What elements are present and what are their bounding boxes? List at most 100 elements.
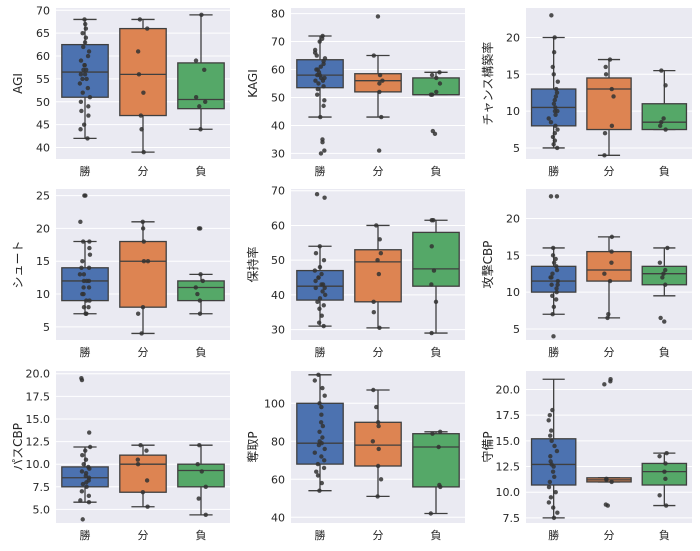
y-axis-label: KAGI — [246, 69, 260, 98]
data-point — [84, 298, 89, 303]
y-tick-label: 20.0 — [496, 383, 521, 396]
data-point — [82, 40, 88, 45]
data-point — [548, 275, 553, 280]
y-tick-label: 17.5 — [26, 390, 51, 403]
data-point — [603, 72, 609, 77]
data-point — [318, 114, 323, 120]
data-point — [375, 494, 380, 499]
data-point — [665, 245, 670, 251]
data-point — [547, 412, 553, 418]
data-point — [317, 439, 322, 444]
y-tick-label: 50 — [271, 254, 285, 267]
data-point — [87, 252, 93, 257]
data-point — [602, 271, 607, 276]
data-point — [375, 463, 381, 469]
data-point — [81, 44, 86, 50]
data-point — [551, 515, 557, 521]
data-point — [86, 493, 92, 499]
y-axis-label: 保持率 — [245, 246, 260, 282]
data-point — [661, 116, 666, 121]
y-tick-label: 10.0 — [26, 458, 51, 471]
y-tick-label: 80 — [271, 435, 285, 448]
data-point — [371, 299, 376, 305]
data-point — [145, 504, 150, 509]
data-point — [84, 311, 89, 316]
y-tick-label: 55 — [36, 73, 50, 86]
x-tick-label: 負 — [659, 165, 670, 178]
data-point — [437, 429, 443, 434]
y-axis-label: 奪取P — [245, 431, 260, 462]
y-tick-label: 20 — [506, 212, 520, 225]
data-point — [319, 404, 324, 410]
y-tick-label: 40 — [271, 119, 285, 132]
data-point — [315, 92, 320, 97]
box-3 — [177, 280, 225, 302]
data-point — [434, 75, 439, 81]
data-point — [657, 493, 662, 498]
data-point — [371, 53, 377, 58]
data-point — [315, 473, 321, 478]
data-point — [555, 278, 561, 284]
data-point — [606, 312, 611, 317]
data-point — [312, 450, 318, 455]
data-point — [317, 401, 322, 406]
data-point — [321, 103, 326, 109]
data-point — [377, 325, 382, 331]
data-point — [79, 469, 85, 474]
data-point — [379, 114, 384, 120]
data-point — [322, 393, 327, 398]
data-point — [135, 461, 141, 467]
data-point — [86, 475, 92, 480]
data-point — [555, 282, 560, 287]
data-point — [79, 489, 85, 494]
data-point — [661, 271, 666, 276]
data-point — [80, 259, 85, 264]
data-point — [659, 119, 664, 125]
data-point — [663, 282, 668, 287]
data-point — [135, 311, 141, 316]
data-point — [322, 98, 327, 103]
data-point — [139, 331, 144, 336]
data-point — [83, 21, 88, 27]
x-tick-label: 勝 — [80, 345, 91, 359]
data-point — [78, 72, 84, 77]
data-point — [321, 303, 326, 308]
y-tick-label: 70 — [271, 36, 285, 49]
data-point — [84, 278, 89, 284]
data-point — [200, 278, 206, 284]
data-point — [319, 412, 324, 417]
data-point — [605, 315, 610, 321]
y-tick-label: 10 — [506, 286, 520, 299]
data-point — [320, 33, 325, 39]
y-tick-label: 50 — [271, 91, 285, 104]
data-point — [663, 267, 668, 273]
data-point — [658, 315, 663, 321]
data-point — [317, 244, 323, 249]
y-tick-label: 20 — [36, 222, 50, 235]
data-point — [84, 484, 89, 490]
data-point — [437, 70, 442, 75]
x-tick-label: 勝 — [315, 164, 326, 178]
data-point — [429, 218, 434, 223]
data-point — [317, 264, 323, 270]
data-point — [139, 127, 144, 132]
data-point — [83, 35, 89, 40]
data-point — [657, 454, 662, 459]
data-point — [378, 477, 384, 482]
data-point — [550, 134, 556, 140]
data-point — [316, 81, 321, 86]
x-tick-label: 分 — [373, 165, 384, 178]
box-2 — [586, 250, 632, 282]
data-point — [197, 442, 202, 448]
data-point — [138, 442, 143, 448]
data-point — [83, 471, 89, 476]
data-point — [551, 142, 556, 147]
data-point — [553, 123, 558, 129]
box-2 — [119, 240, 167, 308]
data-point — [549, 438, 554, 444]
data-point — [145, 26, 150, 31]
y-tick-label: 15 — [506, 249, 520, 262]
data-point — [318, 420, 324, 425]
data-point — [144, 478, 150, 483]
